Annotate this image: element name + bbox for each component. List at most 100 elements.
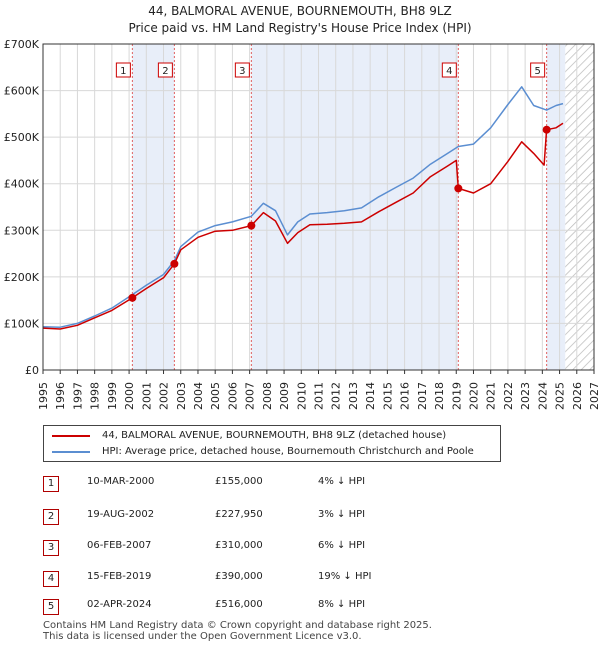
legend-property: 44, BALMORAL AVENUE, BOURNEMOUTH, BH8 9L…	[52, 430, 446, 441]
row-date: 02-APR-2024	[87, 599, 152, 610]
sale-badge-box	[441, 62, 457, 78]
x-tick-label: 2025	[554, 382, 567, 410]
x-tick-label: 2026	[571, 382, 584, 410]
sale-point-5	[542, 125, 551, 134]
row-price: £516,000	[215, 599, 263, 610]
x-tick-label: 2012	[330, 382, 343, 410]
row-price: £155,000	[215, 476, 263, 487]
y-tick-label: £600K	[4, 85, 40, 98]
sale-badge-box	[115, 62, 131, 78]
x-tick-label: 2011	[313, 382, 326, 410]
sale-badge-label: 4	[446, 66, 452, 77]
x-tick-label: 2000	[123, 382, 136, 410]
sale-point-4	[454, 184, 463, 193]
price-chart: 44, BALMORAL AVENUE, BOURNEMOUTH, BH8 9L…	[4, 4, 600, 410]
plot-frame	[42, 43, 595, 371]
table-row: 3 06-FEB-2007 £310,000 6% ↓ HPI	[43, 537, 563, 557]
sale-badge-label: 2	[162, 66, 168, 77]
x-tick-label: 2020	[467, 382, 480, 410]
chart-title: 44, BALMORAL AVENUE, BOURNEMOUTH, BH8 9L…	[148, 4, 452, 18]
footer: Contains HM Land Registry data © Crown c…	[43, 620, 432, 642]
x-tick-label: 2024	[536, 382, 549, 410]
shaded-period-1	[132, 44, 175, 370]
sale-badge-box	[234, 62, 250, 78]
y-tick-label: £200K	[4, 271, 40, 284]
x-tick-label: 2016	[399, 382, 412, 410]
y-tick-label: £400K	[4, 178, 40, 191]
x-tick-label: 1995	[37, 382, 50, 410]
legend-property-label: 44, BALMORAL AVENUE, BOURNEMOUTH, BH8 9L…	[102, 430, 447, 441]
row-badge: 2	[43, 509, 59, 525]
x-tick-label: 2010	[295, 382, 308, 410]
x-tick-label: 2009	[278, 382, 291, 410]
row-hpi: 4% ↓ HPI	[318, 476, 366, 487]
legend: 44, BALMORAL AVENUE, BOURNEMOUTH, BH8 9L…	[43, 425, 501, 462]
row-date: 10-MAR-2000	[87, 476, 155, 487]
x-tick-label: 2001	[140, 382, 153, 410]
x-tick-label: 2027	[588, 382, 600, 410]
shaded-period-3	[546, 44, 566, 370]
sale-badge-box	[530, 62, 546, 78]
x-tick-label: 2006	[226, 382, 239, 410]
x-tick-label: 1996	[54, 382, 67, 410]
x-tick-label: 2019	[450, 382, 463, 410]
row-badge: 3	[43, 540, 59, 556]
x-tick-label: 2008	[261, 382, 274, 410]
future-hatch	[565, 44, 594, 370]
shaded-period-2	[251, 44, 459, 370]
row-price: £310,000	[215, 540, 263, 551]
row-badge: 4	[43, 571, 59, 587]
row-price: £390,000	[215, 571, 263, 582]
sale-badge-label: 1	[120, 66, 126, 77]
chart-subtitle: Price paid vs. HM Land Registry's House …	[128, 21, 471, 35]
y-tick-label: £500K	[4, 131, 40, 144]
table-row: 2 19-AUG-2002 £227,950 3% ↓ HPI	[43, 506, 563, 526]
x-tick-label: 2015	[381, 382, 394, 410]
sale-point-3	[247, 221, 256, 230]
x-tick-label: 1998	[89, 382, 102, 410]
sale-badge-box	[157, 62, 173, 78]
y-tick-label: £700K	[4, 38, 40, 51]
x-tick-label: 2003	[175, 382, 188, 410]
x-tick-label: 1999	[106, 382, 119, 410]
legend-property-swatch	[52, 434, 90, 437]
row-hpi: 19% ↓ HPI	[318, 571, 372, 582]
table-row: 1 10-MAR-2000 £155,000 4% ↓ HPI	[43, 473, 563, 493]
sale-badge-label: 3	[239, 66, 245, 77]
x-tick-label: 2022	[502, 382, 515, 410]
row-hpi: 3% ↓ HPI	[318, 509, 366, 520]
footer-copyright: Contains HM Land Registry data © Crown c…	[43, 620, 432, 631]
table-row: 5 02-APR-2024 £516,000 8% ↓ HPI	[43, 596, 563, 616]
x-tick-label: 1997	[71, 382, 84, 410]
hpi-line	[42, 86, 564, 328]
legend-hpi-swatch	[52, 450, 90, 453]
row-badge: 5	[43, 599, 59, 615]
row-price: £227,950	[215, 509, 263, 520]
x-tick-label: 2002	[158, 382, 171, 410]
table-row: 4 15-FEB-2019 £390,000 19% ↓ HPI	[43, 568, 563, 588]
sale-badge-label: 5	[534, 66, 540, 77]
footer-licence: This data is licensed under the Open Gov…	[43, 631, 362, 642]
row-hpi: 6% ↓ HPI	[318, 540, 366, 551]
sale-point-1	[128, 293, 137, 302]
x-tick-label: 2013	[347, 382, 360, 410]
y-tick-label: £100K	[4, 317, 40, 330]
y-tick-label: £300K	[4, 224, 40, 237]
x-tick-label: 2018	[433, 382, 446, 410]
x-tick-label: 2014	[364, 382, 377, 410]
x-tick-label: 2023	[519, 382, 532, 410]
x-tick-label: 2007	[244, 382, 257, 410]
row-date: 15-FEB-2019	[87, 571, 152, 582]
x-tick-label: 2005	[209, 382, 222, 410]
legend-hpi: HPI: Average price, detached house, Bour…	[52, 446, 474, 457]
row-badge: 1	[43, 476, 59, 492]
row-date: 06-FEB-2007	[87, 540, 152, 551]
sale-point-2	[170, 259, 179, 268]
y-tick-label: £0	[25, 364, 39, 377]
x-tick-label: 2004	[192, 382, 205, 410]
x-tick-label: 2021	[485, 382, 498, 410]
x-tick-label: 2017	[416, 382, 429, 410]
row-date: 19-AUG-2002	[87, 509, 155, 520]
property-price-line	[42, 122, 564, 330]
legend-hpi-label: HPI: Average price, detached house, Bour…	[102, 446, 474, 457]
